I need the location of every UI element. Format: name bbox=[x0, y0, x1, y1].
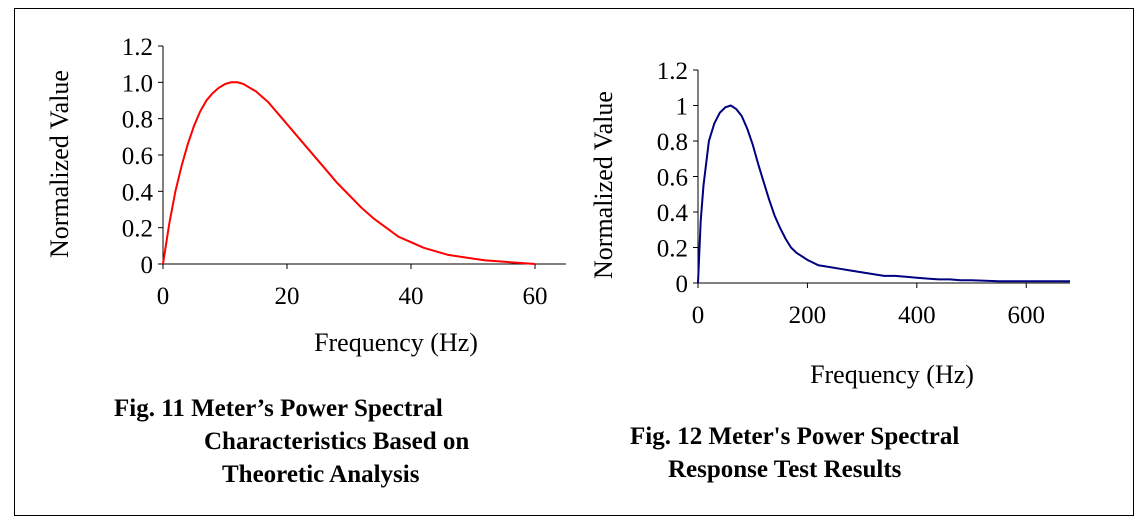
chart-1-series-line bbox=[162, 81, 536, 265]
chart-2-x-axis-label: Frequency (Hz) bbox=[810, 360, 974, 389]
chart-2-x-tick-labels: 0 200 400 600 bbox=[692, 302, 1045, 329]
chart-1-x-tick-label: 0 bbox=[157, 283, 170, 310]
chart-1-y-tick-label: 1.2 bbox=[122, 34, 153, 61]
chart-1-x-tick-label: 40 bbox=[399, 283, 424, 310]
chart-1-x-axis-label: Frequency (Hz) bbox=[314, 328, 478, 357]
fig11-caption-line1: Fig. 11 Meter’s Power Spectral bbox=[114, 395, 443, 422]
figure-frame bbox=[14, 8, 1134, 516]
chart-1-y-tick-label: 0 bbox=[141, 252, 154, 279]
chart-1-y-tick-label: 0.8 bbox=[122, 107, 153, 134]
chart-2-x-tick-label: 200 bbox=[789, 302, 827, 329]
chart-2-y-tick-label: 0.2 bbox=[657, 236, 688, 263]
chart-1-y-tick-label: 0.4 bbox=[122, 179, 154, 206]
chart-2-axes bbox=[693, 69, 1070, 288]
chart-2-y-axis-label: Normalized Value bbox=[589, 91, 618, 279]
chart-2-x-tick-label: 600 bbox=[1007, 302, 1045, 329]
chart-2-y-tick-label: 1.2 bbox=[657, 58, 688, 85]
chart-1: 0 0.2 0.4 0.6 0.8 1.0 1.2 0 20 40 60 Frequency (H… bbox=[45, 34, 566, 357]
chart-2-x-tick-label: 0 bbox=[692, 302, 705, 329]
chart-1-y-tick-label: 1.0 bbox=[122, 70, 153, 97]
fig11-caption-line2: Characteristics Based on bbox=[204, 428, 470, 455]
chart-1-x-tick-label: 20 bbox=[275, 283, 300, 310]
chart-1-x-tick-labels: 0 20 40 60 bbox=[157, 283, 548, 310]
chart-2: 0 0.2 0.4 0.6 0.8 1 1.2 0 200 400 600 Frequency (… bbox=[589, 58, 1070, 389]
chart-2-x-tick-label: 400 bbox=[898, 302, 936, 329]
chart-1-y-tick-label: 0.2 bbox=[122, 216, 153, 243]
fig12-caption-line2: Response Test Results bbox=[668, 456, 902, 483]
chart-2-series-line bbox=[697, 104, 1070, 284]
chart-2-y-tick-label: 0.6 bbox=[657, 165, 688, 192]
chart-1-axes bbox=[158, 45, 566, 269]
chart-2-y-tick-label: 1 bbox=[676, 94, 689, 121]
chart-1-y-axis-label: Normalized Value bbox=[45, 70, 74, 258]
chart-1-x-tick-label: 60 bbox=[523, 283, 548, 310]
chart-2-y-tick-labels: 0 0.2 0.4 0.6 0.8 1 1.2 bbox=[657, 58, 689, 298]
chart-2-y-tick-label: 0 bbox=[676, 271, 689, 298]
chart-1-y-tick-labels: 0 0.2 0.4 0.6 0.8 1.0 1.2 bbox=[122, 34, 154, 279]
fig12-caption-line1: Fig. 12 Meter's Power Spectral bbox=[630, 423, 960, 450]
chart-1-y-tick-label: 0.6 bbox=[122, 143, 153, 170]
chart-2-y-tick-label: 0.4 bbox=[657, 200, 689, 227]
chart-2-y-tick-label: 0.8 bbox=[657, 129, 688, 156]
fig11-caption-line3: Theoretic Analysis bbox=[222, 461, 420, 488]
